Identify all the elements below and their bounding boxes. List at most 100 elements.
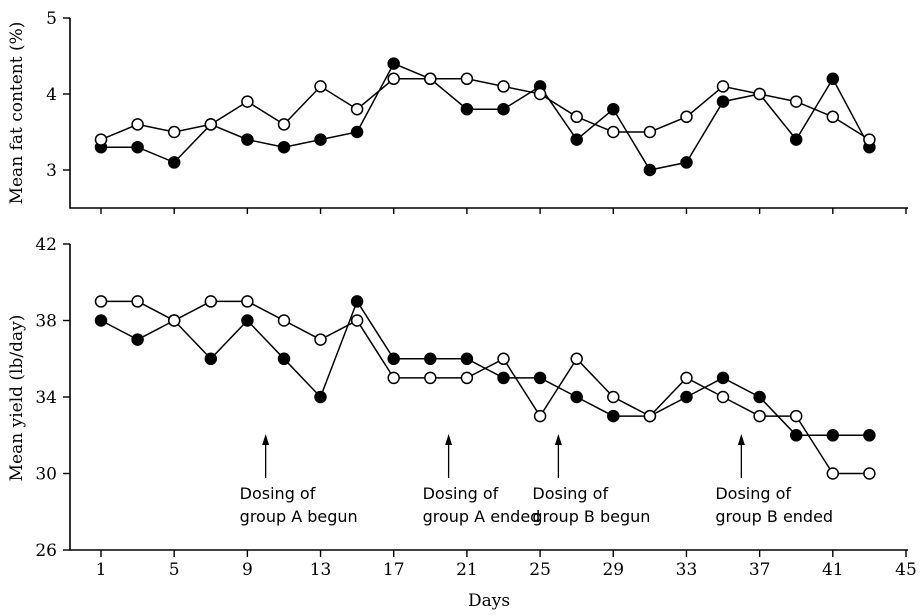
top-open-point-day-23 (497, 80, 510, 93)
bottom-open-point-day-19 (424, 371, 437, 385)
bottom-y-tick-label-30: 30 (35, 465, 57, 485)
bottom-filled-point-day-11 (277, 352, 291, 366)
bottom-y-tick-label-38: 38 (35, 312, 57, 332)
annotation-day-20: Dosing of group A ended (423, 434, 541, 526)
top-open-point-day-1 (94, 133, 108, 146)
top-filled-point-day-39 (789, 133, 803, 146)
bottom-filled-point-day-1 (94, 314, 108, 327)
top-series-group (94, 57, 876, 177)
top-open-point-day-37 (753, 87, 766, 101)
bottom-open-point-day-35 (716, 390, 730, 404)
top-filled-point-day-13 (314, 133, 327, 146)
bottom-open-point-day-27 (570, 352, 583, 366)
top-open-point-day-25 (533, 87, 547, 101)
annotation-arrowhead (737, 434, 745, 445)
annotation-text-line-1: Dosing of (423, 484, 499, 503)
top-open-point-day-39 (789, 95, 803, 108)
bottom-open-point-day-41 (826, 467, 840, 480)
bottom-y-tick-label-26: 26 (35, 541, 57, 561)
bottom-series-open-line (101, 300, 870, 475)
top-series-filled-line (101, 62, 871, 171)
bottom-open-point-day-9 (241, 295, 254, 308)
x-tick-label-45: 45 (895, 560, 917, 580)
bottom-filled-point-day-35 (716, 371, 730, 385)
top-filled-point-day-15 (350, 125, 364, 139)
bottom-filled-point-day-13 (314, 390, 327, 404)
top-filled-point-day-23 (497, 102, 510, 116)
top-axes (69, 18, 908, 209)
bottom-open-point-day-1 (94, 295, 108, 308)
top-y-tick-label-3: 3 (46, 161, 57, 181)
annotation-text-line-1: Dosing of (715, 484, 791, 503)
x-tick-label-17: 17 (383, 560, 405, 580)
bottom-filled-point-day-37 (753, 390, 766, 404)
top-open-point-day-31 (643, 125, 657, 139)
bottom-open-point-day-21 (460, 371, 474, 385)
top-filled-point-day-35 (716, 95, 730, 108)
x-tick-label-1: 1 (96, 560, 107, 580)
bottom-series-group (94, 295, 876, 480)
x-tick-label-13: 13 (310, 560, 332, 580)
bottom-y-tick-label-42: 42 (35, 235, 57, 255)
x-tick-label-21: 21 (456, 560, 478, 580)
annotation-day-26: Dosing of group B begun (532, 434, 650, 526)
top-open-point-day-17 (387, 72, 400, 86)
bottom-filled-point-day-23 (497, 371, 510, 385)
top-filled-point-day-31 (643, 163, 657, 177)
bottom-open-point-day-43 (863, 467, 876, 480)
top-open-point-day-7 (204, 118, 218, 131)
x-tick-label-33: 33 (676, 560, 698, 580)
annotation-day-36: Dosing of group B ended (715, 434, 833, 526)
bottom-open-point-day-3 (131, 295, 144, 308)
annotation-arrowhead (262, 434, 270, 445)
bottom-axes (69, 244, 908, 551)
bottom-filled-point-day-29 (607, 409, 620, 423)
top-open-point-day-15 (350, 102, 364, 116)
annotation-text-line-1: Dosing of (532, 484, 608, 503)
bottom-filled-point-day-21 (460, 352, 474, 366)
bottom-filled-point-day-9 (241, 314, 254, 327)
bottom-open-point-day-17 (387, 371, 400, 385)
bottom-open-point-day-39 (789, 409, 803, 423)
bottom-filled-point-day-39 (789, 429, 803, 442)
annotation-text-line-2: group B begun (532, 507, 650, 526)
top-open-point-day-3 (131, 118, 144, 131)
top-open-point-day-35 (716, 80, 730, 93)
top-open-point-day-29 (607, 125, 620, 139)
top-filled-point-day-21 (460, 102, 474, 116)
top-filled-point-day-9 (241, 133, 254, 146)
bottom-y-axis-title: Mean yield (lb/day) (7, 315, 27, 482)
annotation-day-10: Dosing of group A begun (240, 434, 358, 526)
bottom-filled-point-day-3 (131, 333, 144, 346)
bottom-open-point-day-13 (314, 333, 327, 346)
annotation-text-line-2: group A ended (423, 507, 541, 526)
bottom-filled-point-day-27 (570, 390, 583, 404)
x-tick-label-41: 41 (822, 560, 844, 580)
x-tick-label-37: 37 (749, 560, 771, 580)
x-tick-label-29: 29 (602, 560, 624, 580)
annotation-text-line-1: Dosing of (240, 484, 316, 503)
top-open-point-day-27 (570, 110, 583, 124)
top-filled-point-day-33 (680, 156, 693, 169)
bottom-filled-point-day-33 (680, 390, 693, 404)
x-tick-label-9: 9 (242, 560, 253, 580)
bottom-open-point-day-5 (167, 314, 181, 327)
bottom-filled-point-day-7 (204, 352, 218, 366)
top-y-ticks: 3 4 5 (46, 9, 907, 214)
top-filled-point-day-3 (131, 140, 144, 154)
top-open-point-day-5 (167, 125, 181, 139)
bottom-open-point-day-25 (533, 409, 547, 423)
bottom-open-point-day-29 (607, 390, 620, 404)
top-open-point-day-41 (826, 110, 840, 124)
top-filled-point-day-29 (607, 102, 620, 116)
bottom-open-point-day-11 (277, 314, 291, 327)
bottom-filled-point-day-43 (863, 429, 876, 442)
top-open-point-day-13 (314, 80, 327, 93)
bottom-open-point-day-31 (643, 409, 657, 423)
bottom-open-point-day-7 (204, 295, 218, 308)
top-y-tick-label-4: 4 (46, 85, 57, 105)
top-panel: Mean fat content (%) 3 4 5 (7, 9, 908, 214)
annotation-text-line-2: group B ended (715, 507, 833, 526)
bottom-filled-point-day-15 (350, 295, 364, 308)
bottom-filled-point-day-17 (387, 352, 400, 366)
